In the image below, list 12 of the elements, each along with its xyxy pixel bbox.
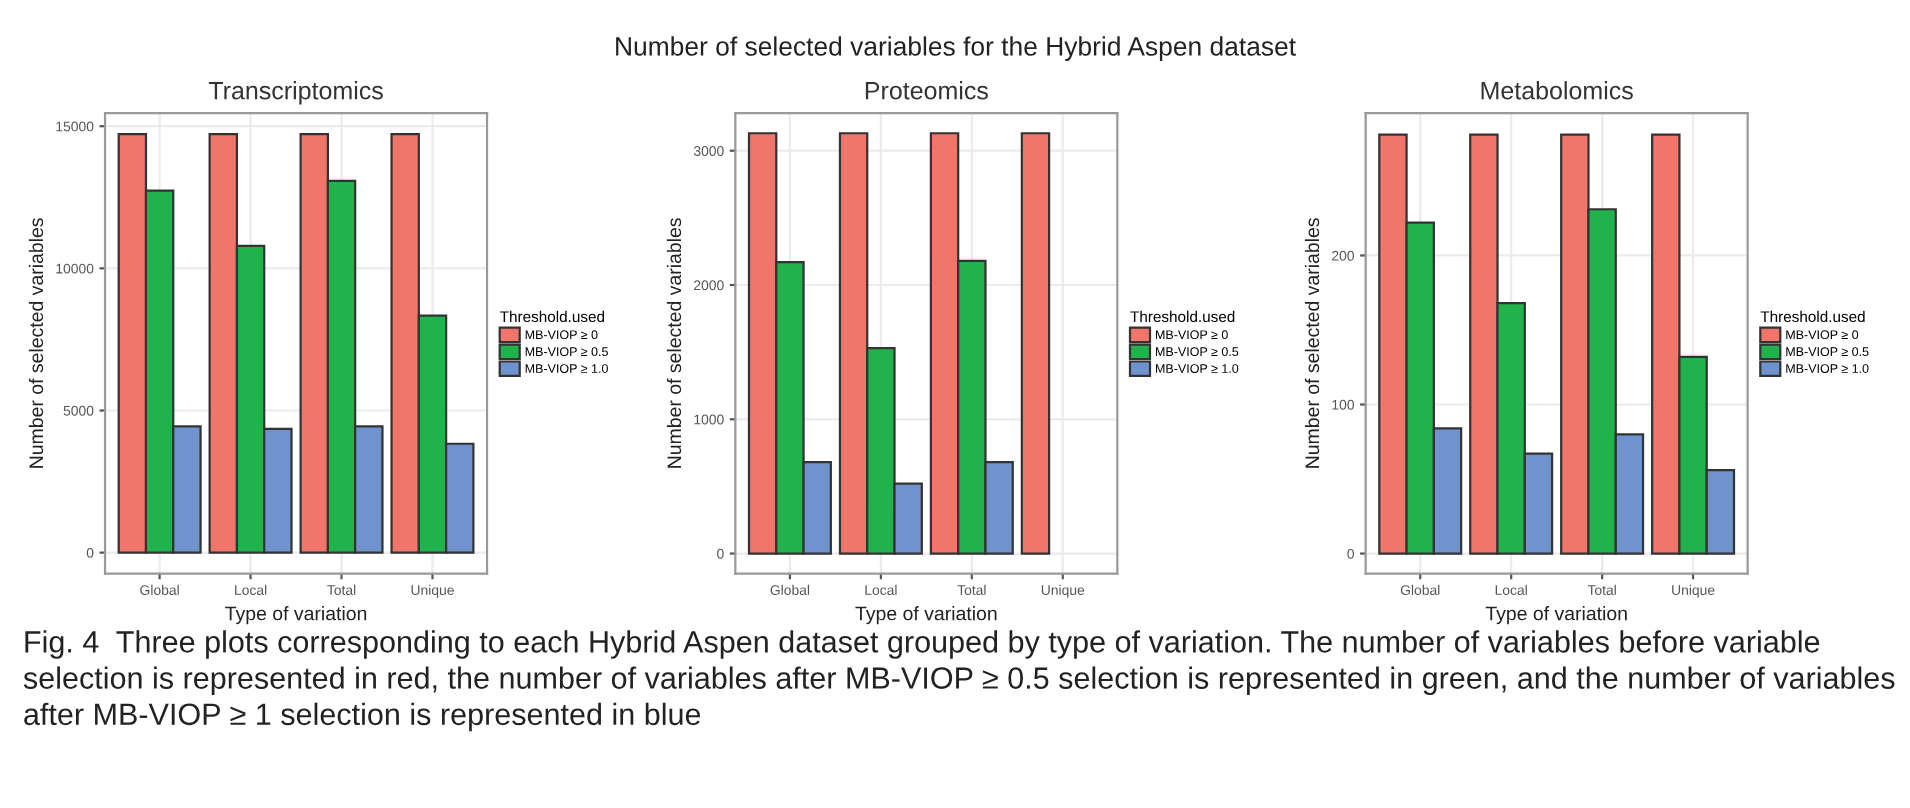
y-axis-title: Number of selected variables	[666, 218, 682, 468]
x-axis-title: Type of variation	[855, 606, 997, 625]
x-axis-title: Type of variation	[1485, 606, 1627, 625]
x-axis-title: Type of variation	[225, 606, 367, 625]
chart-title: Proteomics	[865, 81, 988, 100]
caption: Fig. 4 Three plots corresponding to each Hybrid Aspen dataset grouped by type of variation. The number of variables before variable selection is represented in red, the number of variables after MB-VIOP ≥ 0.5 selection is represented in green, and the number of variables after MB-VIOP ≥ 1 selection is represented in blue	[23, 630, 1895, 732]
y-axis-title: Number of selected variables	[28, 218, 44, 468]
text: Number of selected variables for the Hybrid Aspen dataset	[616, 36, 1296, 61]
bar	[1020, 132, 1051, 555]
chart-title: Transcriptomics	[208, 81, 383, 105]
chart-title: Metabolomics	[1481, 81, 1633, 100]
y-axis-title: Number of selected variables	[1304, 218, 1320, 468]
